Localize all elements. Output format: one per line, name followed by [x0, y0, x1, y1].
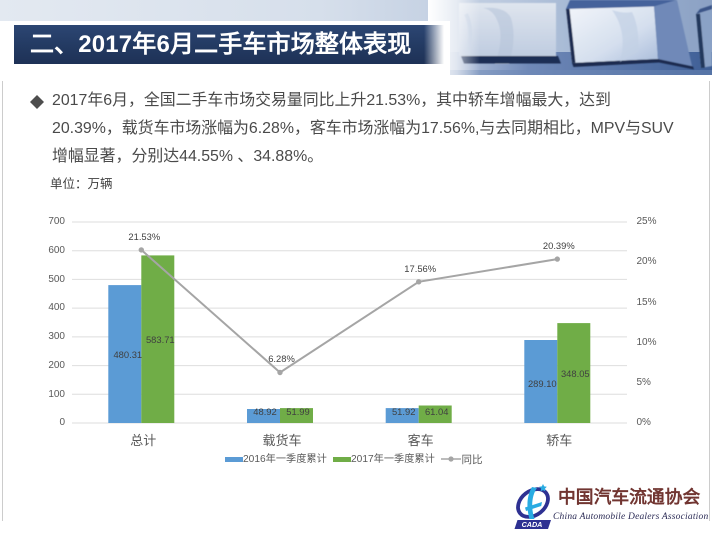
svg-text:CADA: CADA: [522, 520, 543, 529]
